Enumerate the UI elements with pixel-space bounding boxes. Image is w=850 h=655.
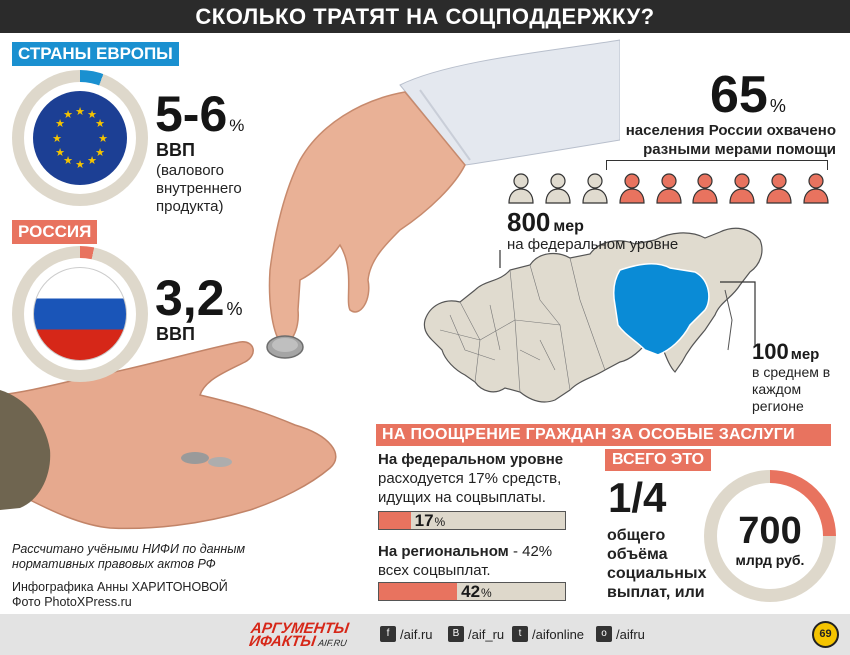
svg-text:★: ★ bbox=[98, 132, 108, 145]
federal-measures: 800 мер на федеральном уровне bbox=[507, 207, 679, 253]
svg-text:★: ★ bbox=[55, 146, 65, 159]
russia-gdp-label: ВВП bbox=[156, 324, 195, 344]
twitter-icon: t bbox=[512, 626, 528, 642]
person-covered-icon bbox=[655, 173, 682, 204]
federal-share-label: 17% bbox=[414, 511, 446, 530]
page-title: СКОЛЬКО ТРАТЯТ НА СОЦПОДДЕРЖКУ? bbox=[195, 4, 655, 29]
footer: АРГУМЕНТЫ ИФАКТЫAIF.RU f/aif.ru B/aif_ru… bbox=[0, 614, 850, 655]
total-sum-unit: млрд руб. bbox=[735, 552, 805, 568]
person-covered-icon bbox=[803, 173, 829, 204]
person-icon bbox=[545, 173, 571, 204]
vk-icon: B bbox=[448, 626, 464, 642]
person-covered-icon bbox=[729, 173, 755, 204]
europe-share-ring: ★ ★ ★ ★ ★ ★ ★ ★ ★ ★ ★ ★ bbox=[12, 70, 148, 206]
total-sum-value: 700 bbox=[738, 510, 802, 552]
title-bar: СКОЛЬКО ТРАТЯТ НА СОЦПОДДЕРЖКУ? bbox=[0, 0, 850, 33]
svg-text:★: ★ bbox=[75, 105, 85, 118]
svg-text:★: ★ bbox=[52, 132, 62, 145]
svg-text:★: ★ bbox=[75, 158, 85, 171]
svg-text:★: ★ bbox=[63, 154, 73, 167]
federal-share-bar: 17% bbox=[378, 511, 566, 530]
hands-illustration bbox=[0, 39, 620, 530]
person-icon bbox=[582, 173, 608, 204]
person-covered-icon bbox=[766, 173, 792, 204]
person-icon bbox=[508, 173, 534, 204]
odnoklassniki-icon: o bbox=[596, 626, 612, 642]
russia-tag: РОССИЯ bbox=[12, 220, 98, 244]
people-row bbox=[508, 172, 840, 206]
person-covered-icon bbox=[692, 173, 719, 204]
total-fraction: 1/4 bbox=[608, 474, 667, 521]
facebook-icon: f bbox=[380, 626, 396, 642]
population-value: 65% bbox=[710, 66, 786, 124]
svg-text:★: ★ bbox=[95, 117, 105, 130]
regional-share-label: 42% bbox=[461, 582, 492, 601]
europe-tag: СТРАНЫ ЕВРОПЫ bbox=[12, 42, 179, 66]
age-rating-logo: 69 bbox=[812, 621, 839, 648]
credits: Инфографика Анны ХАРИТОНОВОЙ Фото PhotoX… bbox=[12, 580, 228, 609]
vk-link[interactable]: B/aif_ru bbox=[448, 626, 504, 642]
merit-banner: НА ПООЩРЕНИЕ ГРАЖДАН ЗА ОСОБЫЕ ЗАСЛУГИ bbox=[376, 424, 831, 446]
russia-flag-icon bbox=[33, 267, 127, 361]
brand-logo[interactable]: АРГУМЕНТЫ ИФАКТЫAIF.RU bbox=[248, 620, 350, 650]
population-bracket bbox=[606, 160, 828, 170]
total-text: общего объёма социальных выплат, или bbox=[607, 527, 707, 601]
europe-value: 5-6% bbox=[155, 86, 245, 142]
total-tag: ВСЕГО ЭТО bbox=[605, 449, 712, 471]
regional-measures: 100 мер в среднем в каждом регионе bbox=[752, 339, 831, 415]
russia-share-ring bbox=[12, 246, 148, 382]
regional-spending-text: На региональном - 42% всех соцвыплат. bbox=[378, 543, 553, 579]
regional-share-bar: 42% bbox=[378, 582, 566, 601]
total-sum-ring: 700 млрд руб. bbox=[704, 470, 836, 602]
person-covered-icon bbox=[619, 173, 645, 204]
europe-gdp-label: ВВП bbox=[156, 140, 195, 160]
odnoklassniki-link[interactable]: o/aifru bbox=[596, 626, 645, 642]
source-note: Рассчитано учёными НИФИ по данным нормат… bbox=[12, 542, 246, 571]
russia-value: 3,2% bbox=[155, 270, 243, 326]
svg-text:★: ★ bbox=[87, 108, 97, 121]
russia-map bbox=[423, 227, 763, 403]
twitter-link[interactable]: t/aifonline bbox=[512, 626, 584, 642]
federal-spending-text: На федеральном уровне расходуется 17% ср… bbox=[378, 451, 564, 506]
eu-flag-icon: ★ ★ ★ ★ ★ ★ ★ ★ ★ ★ ★ ★ bbox=[33, 91, 127, 185]
facebook-link[interactable]: f/aif.ru bbox=[380, 626, 433, 642]
population-text: населения России охвачено разными мерами… bbox=[625, 122, 836, 158]
svg-text:★: ★ bbox=[95, 146, 105, 159]
europe-gdp-description: (валового внутреннего продукта) bbox=[156, 162, 242, 215]
svg-text:★: ★ bbox=[87, 154, 97, 167]
svg-text:★: ★ bbox=[55, 117, 65, 130]
svg-text:★: ★ bbox=[63, 108, 73, 121]
